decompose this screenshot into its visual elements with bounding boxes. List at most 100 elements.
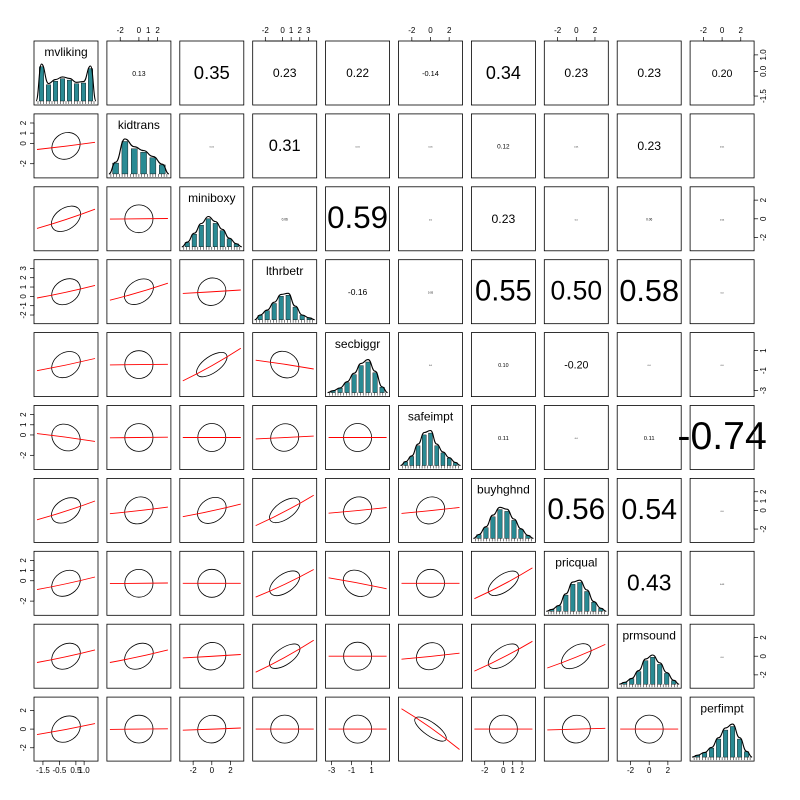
correlation-value: 0.06 bbox=[282, 218, 288, 222]
tick-label: -2 bbox=[759, 525, 768, 533]
panel-miniboxy-miniboxy bbox=[179, 186, 245, 252]
panel-safeimpt-perfimpt bbox=[689, 405, 755, 470]
correlation-value: 0.23 bbox=[273, 66, 297, 80]
tick-label: 2 bbox=[759, 635, 768, 640]
loess-line bbox=[36, 500, 96, 521]
histogram-bar bbox=[131, 148, 138, 175]
density-curve bbox=[692, 723, 753, 758]
panel-buyhghnd-miniboxy bbox=[179, 477, 245, 543]
correlation-ellipse bbox=[561, 643, 592, 670]
correlation-value: 0.0 bbox=[575, 438, 579, 440]
rug-marks bbox=[256, 319, 313, 323]
panel-miniboxy-prmsound bbox=[616, 186, 682, 252]
tick-label: 0 bbox=[647, 766, 652, 775]
panel-lthrbetr-pricqual bbox=[543, 259, 609, 325]
tick-label: 0 bbox=[19, 578, 28, 583]
panel-pricqual-prmsound bbox=[616, 550, 682, 616]
tick-label: -2 bbox=[117, 26, 125, 35]
panel-kidtrans-kidtrans bbox=[106, 113, 172, 179]
correlation-value: 0.0 bbox=[721, 657, 725, 659]
correlation-value: 0.04 bbox=[720, 219, 725, 221]
tick-label: 0 bbox=[759, 653, 768, 658]
tick-label: 2 bbox=[19, 708, 28, 713]
panel-perfimpt-lthrbetr bbox=[252, 696, 318, 762]
correlation-value: -0.16 bbox=[348, 287, 368, 297]
tick-label: -1 bbox=[348, 766, 356, 775]
panel-mvliking-buyhghnd bbox=[470, 40, 536, 106]
correlation-value: 0.10 bbox=[498, 363, 508, 369]
panel-perfimpt-perfimpt bbox=[689, 696, 755, 762]
correlation-value: 0.11 bbox=[644, 436, 655, 442]
tick-label: 1 bbox=[19, 130, 28, 135]
tick-label: 0 bbox=[19, 432, 28, 437]
loess-line bbox=[547, 727, 606, 731]
variable-label: perfimpt bbox=[700, 701, 744, 715]
correlation-value: 0.23 bbox=[564, 66, 588, 80]
variable-label: pricqual bbox=[555, 555, 597, 569]
panel-buyhghnd-lthrbetr bbox=[252, 477, 318, 543]
tick-label: -2 bbox=[19, 160, 28, 168]
loess-line bbox=[328, 577, 387, 590]
density-curve bbox=[473, 506, 534, 539]
panel-buyhghnd-buyhghnd bbox=[470, 477, 536, 543]
histogram-bar bbox=[39, 66, 44, 102]
correlation-value: 0.59 bbox=[327, 200, 388, 235]
tick-label: 0.0 bbox=[759, 65, 768, 77]
histogram-bar bbox=[577, 582, 583, 612]
correlation-value: 0.0 bbox=[721, 365, 725, 367]
tick-label: 1.0 bbox=[759, 49, 768, 61]
histogram-bar bbox=[584, 591, 590, 612]
tick-label: 2 bbox=[447, 26, 452, 35]
tick-label: -1 bbox=[759, 366, 768, 374]
panel-miniboxy-lthrbetr bbox=[252, 186, 318, 252]
rug-marks bbox=[183, 246, 241, 250]
tick-label: 1 bbox=[19, 568, 28, 573]
panel-secbiggr-buyhghnd bbox=[470, 332, 536, 398]
correlation-ellipse bbox=[487, 643, 519, 669]
variable-label: mvliking bbox=[44, 45, 87, 59]
panel-secbiggr-mvliking bbox=[33, 332, 99, 398]
correlation-value: 0.0 bbox=[575, 219, 579, 221]
correlation-ellipse bbox=[123, 278, 154, 305]
variable-label: miniboxy bbox=[188, 191, 235, 205]
correlation-value: -0.14 bbox=[422, 69, 439, 78]
correlation-value: 0.03 bbox=[720, 584, 725, 586]
panel-safeimpt-kidtrans bbox=[106, 405, 172, 470]
panel-kidtrans-miniboxy bbox=[179, 113, 245, 179]
loess-line bbox=[36, 576, 96, 591]
panel-secbiggr-lthrbetr bbox=[252, 332, 318, 398]
panel-secbiggr-pricqual bbox=[543, 332, 609, 398]
loess-line bbox=[474, 640, 533, 672]
panel-safeimpt-lthrbetr bbox=[252, 405, 318, 470]
tick-label: 0 bbox=[759, 216, 768, 221]
variable-label: buyhghnd bbox=[477, 483, 530, 497]
panel-lthrbetr-secbiggr bbox=[325, 259, 391, 325]
density-curve bbox=[619, 654, 680, 685]
tick-label: 0.5 bbox=[70, 766, 82, 775]
variable-label-box bbox=[332, 335, 383, 352]
rug-marks bbox=[548, 611, 605, 615]
variable-label-box bbox=[42, 44, 90, 61]
tick-label: 2 bbox=[19, 275, 28, 280]
correlation-ellipse bbox=[51, 351, 81, 379]
panel-prmsound-buyhghnd bbox=[470, 623, 536, 689]
loess-line bbox=[109, 582, 168, 585]
correlation-value: 0.0 bbox=[721, 511, 725, 513]
rug-marks bbox=[329, 392, 386, 396]
histogram-bar bbox=[81, 82, 86, 102]
rug-marks bbox=[693, 757, 751, 761]
panel-kidtrans-buyhghnd bbox=[470, 113, 536, 179]
panel-prmsound-prmsound bbox=[616, 623, 682, 689]
tick-label: -2 bbox=[759, 233, 768, 241]
histogram-bar bbox=[344, 382, 350, 393]
panel-lthrbetr-prmsound bbox=[616, 259, 682, 325]
correlation-ellipse bbox=[51, 423, 81, 452]
histogram-bar bbox=[337, 388, 343, 393]
tick-label: 0 bbox=[574, 26, 579, 35]
correlation-value: 0.54 bbox=[621, 494, 677, 526]
variable-label: prmsound bbox=[623, 628, 676, 642]
correlation-value: 0.35 bbox=[194, 62, 230, 83]
correlation-value: 0.23 bbox=[637, 66, 661, 80]
histogram-bar bbox=[278, 296, 284, 320]
histogram-bar bbox=[730, 726, 736, 758]
